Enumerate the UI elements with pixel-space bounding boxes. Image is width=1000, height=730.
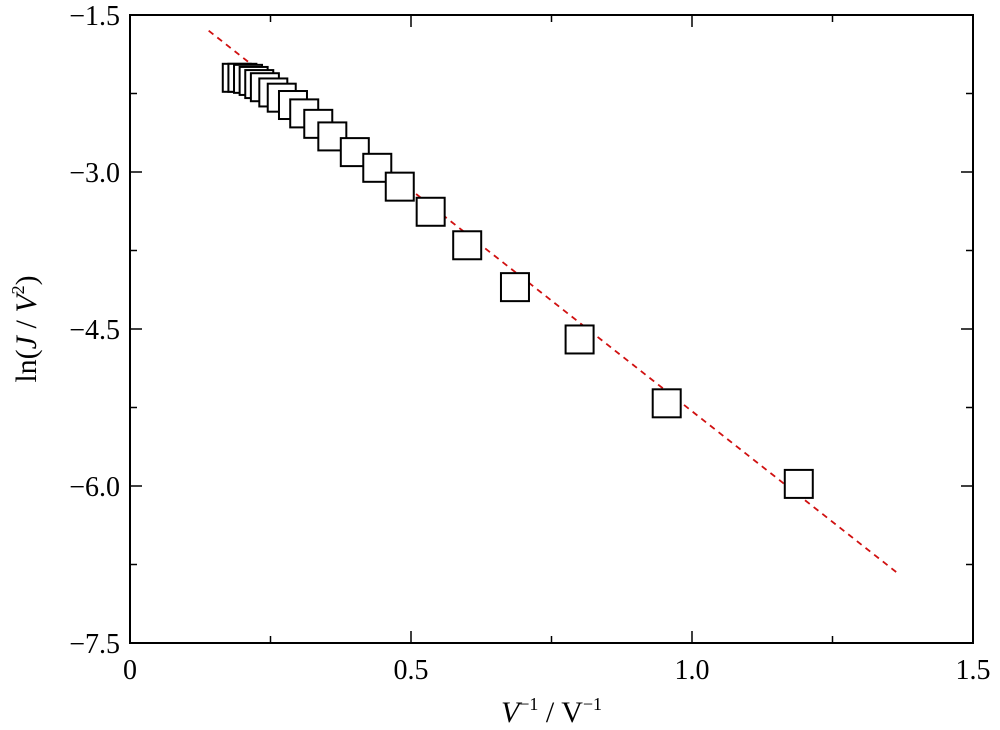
y-tick-label: −1.5 [69, 1, 120, 32]
y-axis-label: ln(J / V2) [8, 275, 43, 382]
x-axis-label-exp: −1 [519, 694, 538, 714]
x-tick-label: 0 [123, 655, 137, 686]
data-point [783, 468, 814, 499]
y-axis-label-part: 2 [8, 285, 28, 294]
axis-labels: V−1 / V−1ln(J / V2) [8, 275, 602, 729]
x-axis-label-var: V [501, 696, 523, 729]
data-markers [221, 62, 814, 499]
x-axis-label-unit: / V [538, 696, 583, 729]
y-axis-label-part: / [10, 313, 43, 336]
y-tick-label: −6.0 [69, 472, 120, 503]
plot-frame [129, 14, 974, 644]
x-axis-label: V−1 / V−1 [501, 694, 602, 729]
y-tick-label: −4.5 [69, 315, 120, 346]
y-tick-label: −3.0 [69, 158, 120, 189]
x-tick-label: 1.5 [956, 655, 991, 686]
data-point [651, 388, 682, 419]
data-point [415, 196, 446, 227]
data-point [452, 230, 483, 261]
y-axis-label-part: ) [10, 275, 43, 285]
y-tick-label: −7.5 [69, 629, 120, 660]
y-axis-label-part: V [10, 291, 43, 313]
x-axis-label-unit-exp: −1 [583, 694, 602, 714]
y-axis-label-part: J [10, 334, 43, 349]
data-point [499, 272, 530, 303]
plot-border [129, 14, 974, 644]
x-tick-label: 0.5 [394, 655, 429, 686]
data-point [564, 324, 595, 355]
y-axis-label-part: ln( [10, 349, 43, 382]
axis-ticks [129, 14, 974, 644]
data-point [384, 171, 415, 202]
x-tick-label: 1.0 [675, 655, 710, 686]
axis-tick-labels: 0 0.5 1.0 1.5 −1.5 −3.0 −4.5 −6.0 −7.5 [69, 1, 990, 686]
